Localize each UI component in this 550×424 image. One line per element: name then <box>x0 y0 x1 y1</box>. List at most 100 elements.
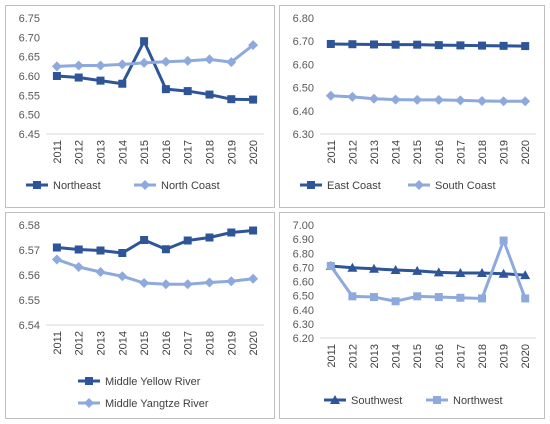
data-point <box>118 79 127 88</box>
data-point <box>520 270 531 280</box>
data-point <box>51 254 62 265</box>
y-tick-label: 6.75 <box>19 13 40 25</box>
data-point <box>183 87 192 96</box>
data-point <box>521 294 530 303</box>
y-tick-label: 6.40 <box>293 305 314 317</box>
x-tick-label: 2016 <box>161 140 173 164</box>
series-line <box>56 43 255 68</box>
data-point <box>455 95 466 106</box>
data-point <box>347 262 358 272</box>
data-point <box>369 263 379 273</box>
y-tick-label: 7.00 <box>293 220 314 232</box>
legend-marker <box>307 181 315 189</box>
chart-svg: 6.20 6.30 6.40 6.50 6.60 6.70 6.80 6.90 7.00 2011… <box>293 220 536 407</box>
x-tick-label: 2020 <box>520 140 532 164</box>
legend-marker <box>140 180 150 190</box>
legend-marker <box>84 398 94 408</box>
data-point <box>161 245 170 254</box>
data-point <box>413 292 422 301</box>
y-tick-label: 6.40 <box>293 106 314 118</box>
series-line <box>56 229 254 255</box>
series-line <box>330 94 526 103</box>
x-tick-label: 2012 <box>74 331 86 355</box>
y-tick-label: 6.70 <box>293 36 314 48</box>
data-point <box>139 278 150 288</box>
x-tick-label: 2015 <box>139 140 151 164</box>
y-tick-label: 6.55 <box>19 295 40 307</box>
data-point <box>348 292 357 301</box>
data-point <box>390 265 401 275</box>
y-tick-label: 6.50 <box>293 291 314 303</box>
x-tick-label: 2017 <box>455 140 467 164</box>
chart-panel-southwest-northwest: 6.20 6.30 6.40 6.50 6.60 6.70 6.80 6.90 7.00 2011… <box>279 212 545 419</box>
data-point <box>74 245 83 254</box>
data-point <box>249 95 258 104</box>
legend-label: Northwest <box>453 395 503 407</box>
data-point <box>226 57 237 68</box>
data-point <box>161 85 170 94</box>
data-point <box>498 96 509 107</box>
x-tick-label: 2011 <box>52 140 64 164</box>
y-tick-label: 6.60 <box>293 59 314 71</box>
y-tick-label: 6.60 <box>293 277 314 289</box>
data-point <box>433 94 444 105</box>
data-point <box>160 279 171 290</box>
data-point <box>52 72 61 80</box>
data-point <box>348 40 357 49</box>
data-point <box>499 236 508 245</box>
y-tick-label: 6.55 <box>19 90 40 102</box>
x-tick-label: 2011 <box>326 140 338 164</box>
x-tick-label: 2013 <box>369 140 381 164</box>
data-point <box>182 279 193 290</box>
data-point <box>413 40 422 49</box>
legend-label: Middle Yellow River <box>105 376 201 388</box>
legend-marker <box>433 396 441 404</box>
x-tick-label: 2017 <box>183 331 195 355</box>
data-point <box>455 268 466 278</box>
chart-panel-eastcoast-southcoast: 6.30 6.40 6.50 6.60 6.70 6.80 2011 2012 2013 2014… <box>279 5 545 208</box>
data-point <box>478 294 486 303</box>
x-tick-label: 2019 <box>499 344 511 368</box>
data-point <box>477 268 487 278</box>
series-line <box>330 42 526 48</box>
chart-svg: 6.30 6.40 6.50 6.60 6.70 6.80 2011 2012 2013 2014… <box>293 13 536 192</box>
data-point <box>391 297 400 306</box>
legend-label: Middle Yangtze River <box>105 398 209 410</box>
y-tick-label: 6.45 <box>19 129 40 141</box>
data-point <box>478 41 486 50</box>
y-tick-label: 6.30 <box>293 319 314 331</box>
y-tick-label: 6.70 <box>293 262 314 274</box>
data-point <box>139 57 150 68</box>
chart-panel-yellow-yangtze: 6.54 6.55 6.56 6.57 6.58 2011 2012 2013 2014 2015… <box>5 212 275 419</box>
legend-label: North Coast <box>161 180 220 192</box>
data-point <box>51 61 62 72</box>
x-tick-label: 2014 <box>391 140 403 164</box>
data-point <box>248 40 259 51</box>
data-point <box>521 42 530 51</box>
y-tick-label: 6.56 <box>19 270 40 282</box>
x-tick-label: 2011 <box>326 344 338 368</box>
data-point <box>499 41 508 50</box>
x-tick-label: 2012 <box>347 140 359 164</box>
data-point <box>325 90 336 101</box>
series-line <box>329 239 527 303</box>
x-tick-label: 2013 <box>96 140 108 164</box>
series-line <box>56 258 254 286</box>
legend-marker <box>85 377 93 385</box>
series-line <box>330 264 526 277</box>
y-tick-label: 6.54 <box>19 320 40 332</box>
y-tick-label: 6.65 <box>19 52 40 64</box>
data-point <box>205 233 214 242</box>
series-line <box>56 39 254 102</box>
data-point <box>140 37 149 46</box>
x-tick-label: 2013 <box>96 331 108 355</box>
legend-label: Northeast <box>53 180 101 192</box>
data-point <box>204 277 215 288</box>
x-tick-label: 2019 <box>226 140 238 164</box>
data-point <box>140 236 149 244</box>
x-tick-label: 2012 <box>347 344 359 368</box>
data-point <box>96 246 105 255</box>
data-point <box>370 40 378 49</box>
legend-marker <box>330 395 340 404</box>
data-point <box>117 271 128 282</box>
